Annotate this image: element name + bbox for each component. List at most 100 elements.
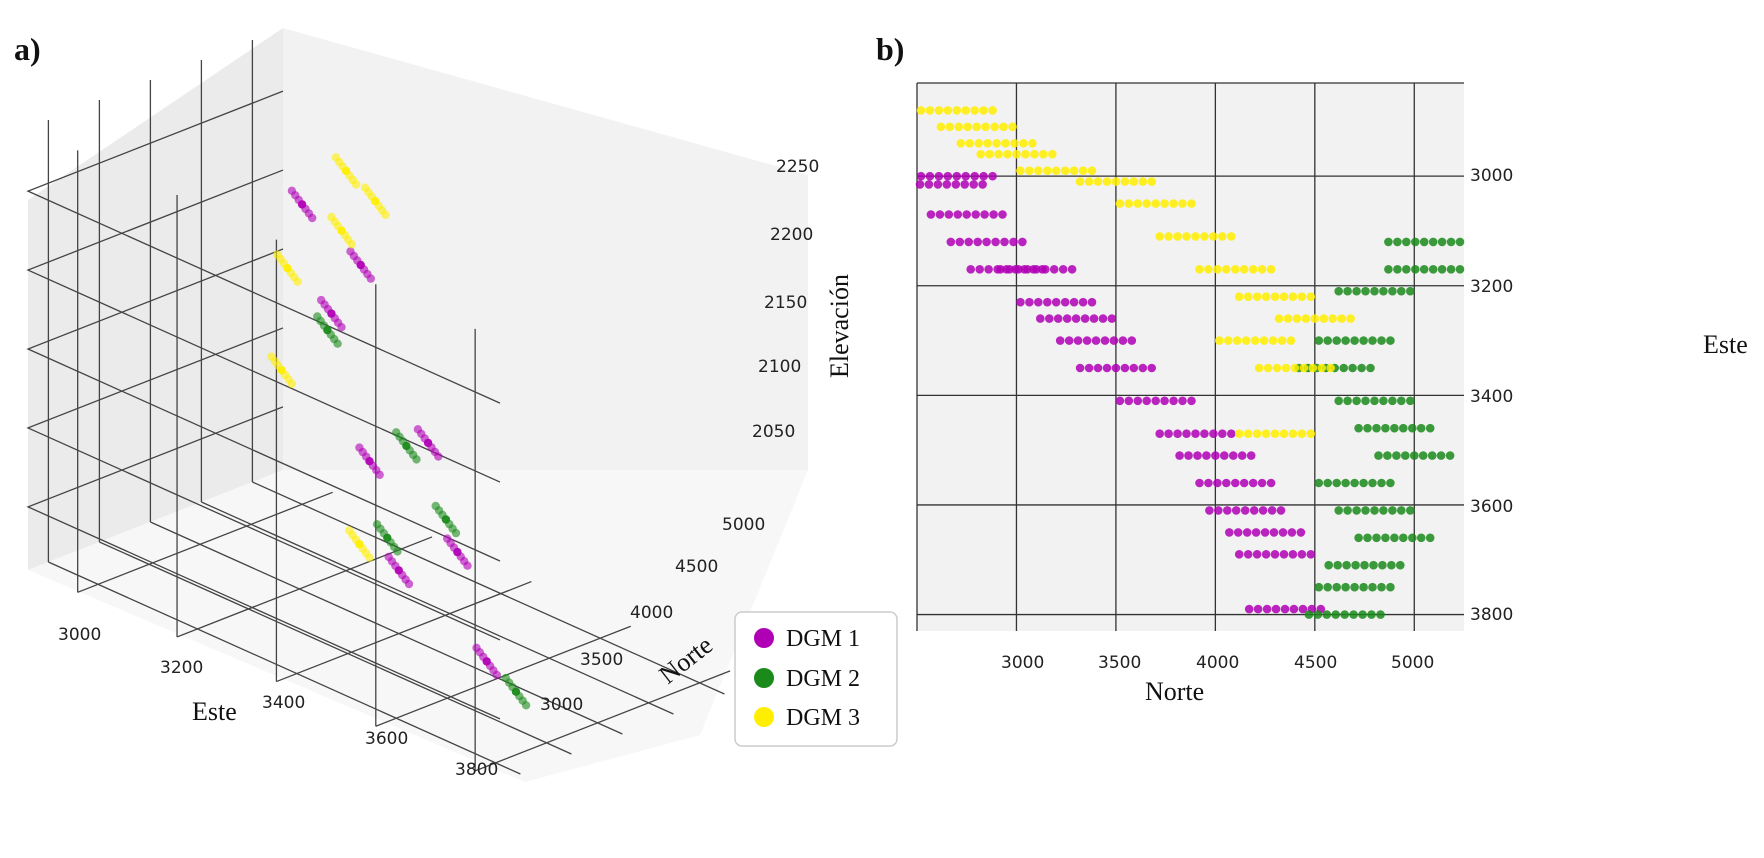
point-b-dgm1-8-7	[1118, 336, 1128, 345]
point-b-dgm2-0-6	[1437, 237, 1447, 247]
point-b-dgm1-15-1	[1233, 528, 1243, 537]
z-tick-2100: 2100	[758, 357, 801, 377]
x-tick-3200: 3200	[160, 658, 203, 678]
point-b-dgm2-5-8	[1406, 396, 1415, 406]
point-b-dgm3-13-5	[1279, 429, 1289, 439]
point-b-dgm2-11-7	[1387, 560, 1396, 570]
point-b-dgm3-6-1	[1124, 199, 1134, 208]
z-tick-2050: 2050	[752, 422, 795, 442]
point-b-dgm2-9-8	[1406, 506, 1415, 515]
panel-a-panes	[28, 28, 808, 782]
point-b-dgm3-3-2	[994, 149, 1003, 159]
point-b-dgm2-13-5	[1349, 610, 1358, 619]
point-b-dgm2-8-3	[1341, 478, 1350, 488]
point-b-dgm2-10-5	[1399, 533, 1408, 543]
point-b-dgm3-12-5	[1299, 363, 1309, 373]
point-b-dgm3-1-4	[972, 122, 981, 132]
point-b-dgm3-11-7	[1277, 336, 1287, 345]
point-b-dgm2-1-8	[1455, 265, 1465, 274]
point-b-dgm3-8-2	[1213, 265, 1222, 274]
point-b-dgm3-0-8	[988, 106, 997, 115]
point-a-dgm3-0-6	[293, 277, 302, 286]
point-b-dgm1-6-2	[1034, 297, 1043, 307]
point-b-dgm1-11-8	[1227, 429, 1236, 439]
point-b-dgm1-3-2	[964, 237, 973, 247]
point-b-dgm2-0-2	[1402, 237, 1411, 247]
point-b-dgm2-0-1	[1393, 237, 1402, 247]
point-b-dgm2-12-1	[1323, 582, 1332, 592]
point-b-dgm2-5-0	[1334, 396, 1343, 406]
point-b-dgm2-2-8	[1406, 286, 1415, 296]
point-b-dgm1-7-7	[1098, 314, 1108, 323]
point-b-dgm2-5-2	[1352, 396, 1361, 406]
point-b-dgm2-1-6	[1437, 265, 1447, 274]
point-a-dgm1-5-6	[366, 274, 375, 283]
point-b-dgm1-9-4	[1111, 363, 1121, 373]
panel-b-xlabel: Norte	[1145, 677, 1204, 706]
point-b-dgm3-12-1	[1263, 363, 1273, 373]
point-b-dgm2-1-0	[1384, 265, 1393, 274]
point-b-dgm1-16-3	[1261, 550, 1271, 559]
point-b-dgm2-4-5	[1339, 363, 1348, 373]
point-b-dgm1-8-5	[1100, 336, 1110, 345]
point-b-dgm2-10-4	[1390, 533, 1399, 543]
point-b-dgm2-10-8	[1425, 533, 1435, 543]
point-b-dgm1-5-2	[1014, 265, 1023, 274]
point-b-dgm1-6-0	[1016, 297, 1025, 307]
point-b-dgm2-4-6	[1348, 363, 1357, 373]
point-b-dgm2-5-5	[1379, 396, 1388, 406]
point-b-dgm1-3-3	[973, 237, 982, 247]
b-y-tick-3600: 3600	[1470, 497, 1513, 517]
point-b-dgm2-12-5	[1359, 582, 1368, 592]
point-b-dgm2-3-8	[1386, 336, 1395, 345]
point-b-dgm2-13-3	[1331, 610, 1340, 619]
point-b-dgm3-12-6	[1308, 363, 1318, 373]
point-b-dgm2-13-2	[1322, 610, 1332, 619]
point-b-dgm1-0-8	[978, 180, 987, 189]
point-b-dgm2-12-8	[1386, 582, 1395, 592]
x-tick-3800: 3800	[455, 760, 498, 780]
point-b-dgm3-6-3	[1142, 199, 1151, 208]
point-b-dgm2-12-6	[1368, 582, 1377, 592]
point-b-dgm3-9-5	[1279, 292, 1289, 302]
point-b-dgm2-6-7	[1416, 423, 1426, 433]
point-b-dgm1-14-2	[1223, 506, 1232, 515]
point-b-dgm2-7-4	[1410, 451, 1419, 460]
point-a-dgm2-4-6	[521, 701, 531, 710]
point-b-dgm2-7-0	[1374, 451, 1383, 460]
point-b-dgm3-8-7	[1257, 265, 1267, 274]
point-b-dgm2-9-6	[1388, 506, 1397, 515]
point-b-dgm2-12-3	[1341, 582, 1350, 592]
point-a-dgm1-7-6	[492, 670, 501, 680]
point-b-dgm1-8-3	[1082, 336, 1092, 345]
point-b-dgm3-5-8	[1147, 177, 1156, 186]
point-b-dgm1-16-6	[1288, 550, 1298, 559]
point-b-dgm2-3-0	[1314, 336, 1324, 345]
point-b-dgm1-14-7	[1267, 506, 1277, 515]
point-b-dgm3-10-4	[1310, 314, 1320, 323]
point-b-dgm1-12-3	[1202, 451, 1211, 460]
point-b-dgm2-10-7	[1416, 533, 1426, 543]
point-b-dgm2-0-7	[1446, 237, 1456, 247]
point-b-dgm1-8-0	[1055, 336, 1065, 345]
point-b-dgm1-2-4	[962, 210, 971, 219]
point-b-dgm3-11-5	[1259, 336, 1269, 345]
point-b-dgm1-17-6	[1298, 604, 1308, 614]
panel-b-ylabel: Este	[1703, 330, 1748, 359]
legend-marker-dgm1	[754, 628, 774, 648]
point-b-dgm2-1-5	[1428, 265, 1438, 274]
point-a-dgm3-5-6	[352, 180, 361, 189]
x-tick-3600: 3600	[365, 729, 408, 749]
point-b-dgm3-6-8	[1187, 199, 1196, 208]
panel-a-z-ticks: 2050 2100 2150 2200 2250	[752, 157, 819, 442]
point-b-dgm3-13-2	[1252, 429, 1262, 439]
point-b-dgm2-8-7	[1377, 478, 1386, 488]
point-b-dgm1-15-7	[1287, 528, 1297, 537]
point-b-dgm1-3-7	[1009, 237, 1018, 247]
point-b-dgm1-5-5	[1041, 265, 1050, 274]
point-b-dgm1-10-7	[1178, 396, 1187, 406]
wall-grid-z-0	[26, 406, 501, 720]
point-b-dgm2-7-5	[1418, 451, 1428, 460]
point-b-dgm3-5-6	[1129, 177, 1139, 186]
point-b-dgm1-0-3	[933, 180, 943, 189]
